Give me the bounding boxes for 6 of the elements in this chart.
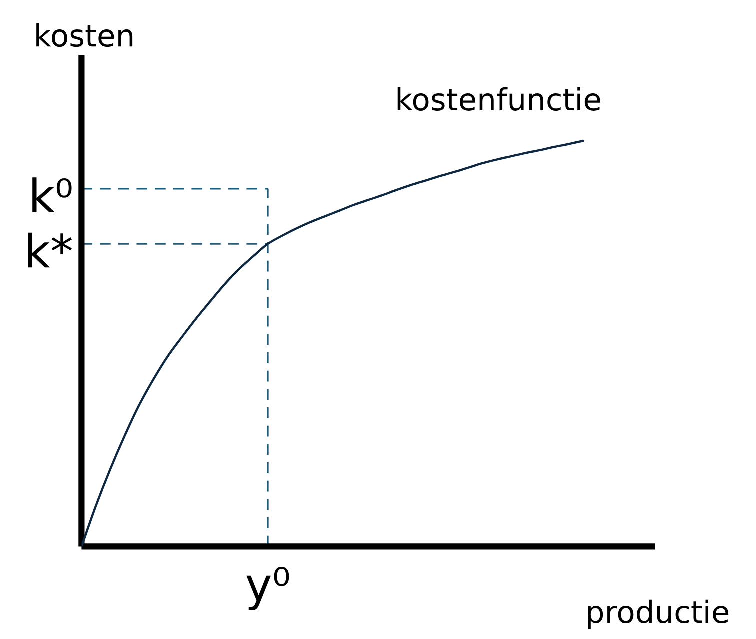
series-label: kostenfunctie [398,87,600,111]
x-axis-title: productie [588,600,729,630]
ref-line-label: k* [28,232,72,268]
ref-line-label: k⁰ [32,178,72,212]
y-axis-title: kosten [36,23,133,48]
text: y⁰ [246,566,290,611]
